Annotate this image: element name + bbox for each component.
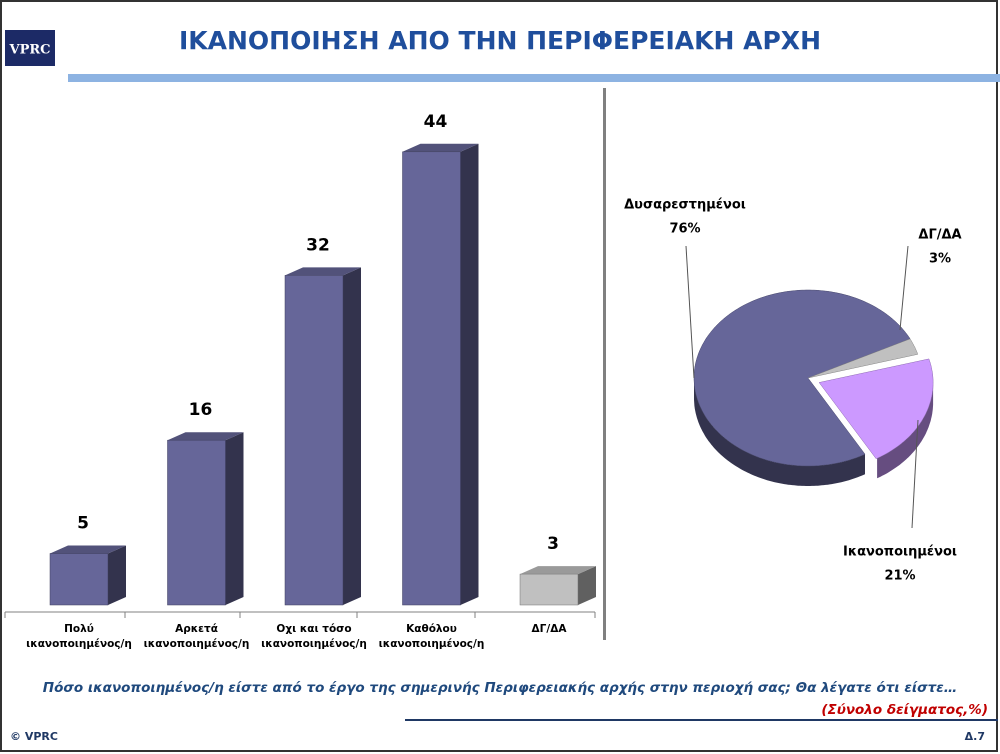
pie-slice [693, 289, 911, 467]
pie-value-label: 3% [929, 252, 951, 267]
bar [49, 553, 109, 606]
pie-value-label: 21% [884, 569, 915, 584]
bar-side [225, 432, 244, 605]
bar-top [50, 545, 126, 554]
bar-side [460, 143, 479, 606]
leader-line [899, 245, 909, 331]
leader-line [685, 245, 695, 379]
value-label: 44 [424, 112, 448, 132]
category-label: Καθόλου ικανοποιημένος/η [378, 623, 485, 650]
pie-slice [807, 338, 919, 379]
pie-side [694, 378, 865, 486]
copyright: © VPRC [10, 730, 58, 743]
title: ΙΚΑΝΟΠΟΙΗΣΗ ΑΠΟ ΤΗΝ ΠΕΡΙΦΕΡΕΙΑΚΗ ΑΡΧΗ [179, 26, 821, 55]
logo: VPRC [8, 43, 50, 58]
bar-side [343, 267, 361, 605]
bar-side [108, 545, 126, 605]
bar [402, 151, 461, 606]
note: (Σύνολο δείγματος,%) [821, 702, 988, 718]
value-label: 32 [306, 235, 330, 255]
bar-top [520, 566, 596, 575]
bar-top [285, 267, 361, 276]
pie-label: Δυσαρεστημένοι [624, 198, 746, 213]
pie-side [877, 383, 934, 479]
bar-top [167, 432, 244, 441]
category-label: Αρκετά ικανοποιημένος/η [143, 623, 250, 650]
pie-slice [818, 358, 934, 460]
value-label: 16 [189, 400, 213, 420]
category-label: Πολύ ικανοποιημένος/η [26, 623, 132, 650]
bar-top [402, 143, 479, 152]
bar [167, 439, 226, 606]
logo-box [5, 30, 55, 66]
category-label: ΔΓ/ΔΑ [531, 623, 567, 635]
pie-label: Ικανοποιημένοι [843, 545, 957, 560]
divider [603, 88, 606, 640]
category-label: Οχι και τόσο ικανοποιημένος/η [261, 623, 367, 650]
title-rule [68, 74, 1000, 82]
question: Πόσο ικανοποιημένος/η είστε από το έργο … [43, 680, 957, 696]
page-number: Δ.7 [965, 730, 985, 743]
value-label: 3 [547, 534, 559, 554]
pie-value-label: 76% [669, 222, 700, 237]
bar-side [578, 566, 596, 605]
bar [519, 573, 579, 606]
value-label: 5 [77, 514, 89, 534]
bar [284, 275, 344, 606]
pie-label: ΔΓ/ΔΑ [918, 228, 961, 243]
leader-line [911, 419, 919, 529]
